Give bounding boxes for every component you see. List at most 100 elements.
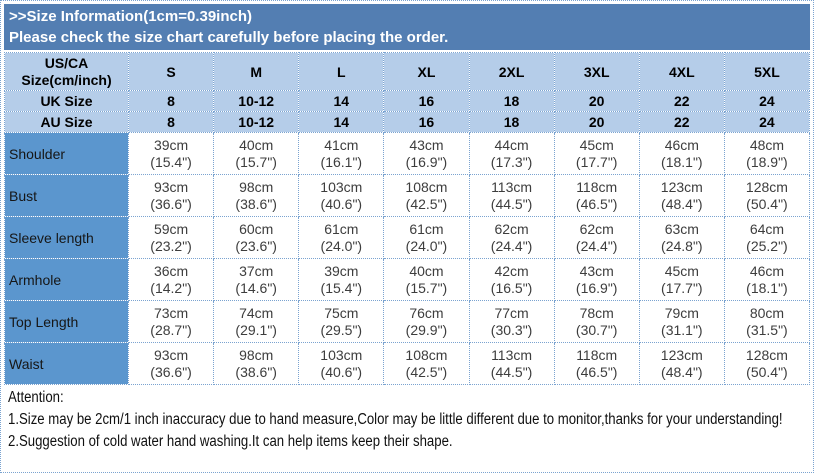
measurement-inch-value: (24.4")	[575, 237, 618, 254]
measurement-inch-value: (50.4")	[746, 363, 788, 380]
measurement-cm-value: 108cm	[405, 346, 448, 363]
measurement-cm-value: 45cm	[579, 136, 614, 153]
measurement-cm-value: 39cm	[153, 136, 189, 153]
region-size-value: 14	[298, 111, 385, 133]
measurement-cm-value: 80cm	[749, 304, 785, 321]
measurement-inch-value: (38.6")	[235, 363, 277, 380]
measurement-cm-value: 64cm	[749, 220, 785, 237]
size-column-header: 3XL	[553, 52, 640, 91]
region-size-value: 18	[468, 111, 555, 133]
measurement-inch-value: (24.0")	[405, 237, 448, 254]
measurement-label: Shoulder	[4, 132, 129, 175]
region-size-value: 16	[383, 90, 470, 112]
size-chart-table: US/CA Size(cm/inch) S M L XL 2XL 3XL 4XL 5XL UK…	[4, 52, 811, 385]
region-size-value: 24	[723, 111, 811, 133]
attention-heading: Attention:	[8, 389, 64, 406]
measurement-cm-value: 59cm	[153, 220, 189, 237]
measurement-cm-value: 108cm	[405, 178, 448, 195]
measurement-cm-value: 44cm	[494, 136, 529, 153]
measurement-value-cell: 36cm (14.2")	[127, 258, 215, 301]
measurement-inch-value: (18.9")	[746, 153, 788, 170]
measurement-row: Top Length 73cm (28.7") 74cm (29.1") 75cm (29.…	[4, 300, 811, 343]
measurement-cm-value: 43cm	[409, 136, 444, 153]
measurement-inch-value: (30.3")	[490, 321, 533, 338]
measurement-cm-value: 43cm	[579, 262, 614, 279]
measurement-cm-value: 123cm	[660, 346, 703, 363]
measurement-cm-value: 42cm	[494, 262, 529, 279]
measurement-cm-value: 62cm	[579, 220, 614, 237]
measurement-value-cell: 63cm (24.8")	[638, 216, 725, 259]
measurement-value-cell: 73cm (28.7")	[127, 300, 215, 343]
measurement-value-cell: 108cm (42.5")	[383, 342, 470, 385]
measurement-cm-value: 123cm	[660, 178, 703, 195]
measurement-cm-value: 113cm	[491, 178, 533, 195]
measurement-inch-value: (16.9")	[575, 279, 618, 296]
measurement-value-cell: 64cm (25.2")	[723, 216, 811, 259]
measurement-cm-value: 73cm	[153, 304, 189, 321]
region-size-row: UK Size 8 10-12 14 16 18 20 22 24	[4, 90, 811, 112]
size-column-header: 2XL	[468, 52, 555, 91]
measurement-value-cell: 123cm (48.4")	[638, 342, 725, 385]
measurement-value-cell: 62cm (24.4")	[553, 216, 640, 259]
measurement-inch-value: (14.6")	[235, 279, 277, 296]
measurement-value-cell: 39cm (15.4")	[127, 132, 215, 175]
measurement-value-cell: 128cm (50.4")	[723, 174, 811, 217]
measurement-inch-value: (44.5")	[490, 363, 533, 380]
measurement-cm-value: 61cm	[409, 220, 444, 237]
measurement-value-cell: 62cm (24.4")	[468, 216, 555, 259]
measurement-value-cell: 113cm (44.5")	[468, 342, 555, 385]
measurement-inch-value: (48.4")	[661, 195, 703, 212]
measurement-cm-value: 93cm	[153, 178, 189, 195]
region-size-value: 18	[468, 90, 555, 112]
measurement-inch-value: (17.7")	[575, 153, 618, 170]
measurement-inch-value: (50.4")	[746, 195, 788, 212]
measurement-inch-value: (31.1")	[661, 321, 703, 338]
measurement-inch-value: (24.0")	[320, 237, 363, 254]
measurement-inch-value: (36.6")	[150, 195, 192, 212]
measurement-value-cell: 98cm (38.6")	[213, 342, 300, 385]
measurement-inch-value: (29.9")	[405, 321, 448, 338]
measurement-inch-value: (23.6")	[235, 237, 277, 254]
region-size-value: 22	[638, 111, 725, 133]
measurement-cm-value: 76cm	[409, 304, 444, 321]
region-size-value: 10-12	[213, 111, 300, 133]
measurement-inch-value: (24.4")	[490, 237, 533, 254]
measurement-value-cell: 61cm (24.0")	[383, 216, 470, 259]
measurement-cm-value: 40cm	[239, 136, 274, 153]
measurement-value-cell: 123cm (48.4")	[638, 174, 725, 217]
measurement-inch-value: (44.5")	[490, 195, 533, 212]
measurement-value-cell: 93cm (36.6")	[127, 174, 215, 217]
size-info-subtitle: Please check the size chart carefully be…	[9, 29, 449, 46]
measurement-cm-value: 75cm	[324, 304, 359, 321]
measurement-cm-value: 41cm	[324, 136, 359, 153]
region-size-row: AU Size 8 10-12 14 16 18 20 22 24	[4, 111, 811, 133]
region-size-value: 24	[723, 90, 811, 112]
measurement-inch-value: (30.7")	[575, 321, 618, 338]
measurement-value-cell: 108cm (42.5")	[383, 174, 470, 217]
measurement-cm-value: 103cm	[320, 178, 363, 195]
measurement-value-cell: 98cm (38.6")	[213, 174, 300, 217]
measurement-value-cell: 46cm (18.1")	[638, 132, 725, 175]
region-size-value: 16	[383, 111, 470, 133]
measurement-cm-value: 62cm	[494, 220, 529, 237]
measurement-cm-value: 93cm	[153, 346, 189, 363]
measurement-value-cell: 37cm (14.6")	[213, 258, 300, 301]
measurement-value-cell: 61cm (24.0")	[298, 216, 385, 259]
measurement-inch-value: (36.6")	[150, 363, 192, 380]
attention-line-1: 1.Size may be 2cm/1 inch inaccuracy due …	[8, 411, 783, 428]
size-column-header: S	[127, 52, 215, 91]
measurement-inch-value: (15.4")	[150, 153, 192, 170]
measurement-inch-value: (17.7")	[661, 279, 703, 296]
size-column-header: L	[298, 52, 385, 91]
measurement-cm-value: 39cm	[324, 262, 359, 279]
measurement-row: Sleeve length 59cm (23.2") 60cm (23.6") 61cm(…	[4, 216, 811, 259]
measurement-inch-value: (31.5")	[746, 321, 788, 338]
measurement-cm-value: 103cm	[320, 346, 363, 363]
measurement-inch-value: (24.8")	[661, 237, 703, 254]
measurement-inch-value: (18.1")	[661, 153, 703, 170]
measurement-value-cell: 43cm (16.9")	[553, 258, 640, 301]
measurement-cm-value: 46cm	[664, 136, 699, 153]
measurement-cm-value: 118cm	[576, 178, 618, 195]
size-header-row: US/CA Size(cm/inch) S M L XL 2XL 3XL 4XL 5XL	[4, 52, 811, 91]
